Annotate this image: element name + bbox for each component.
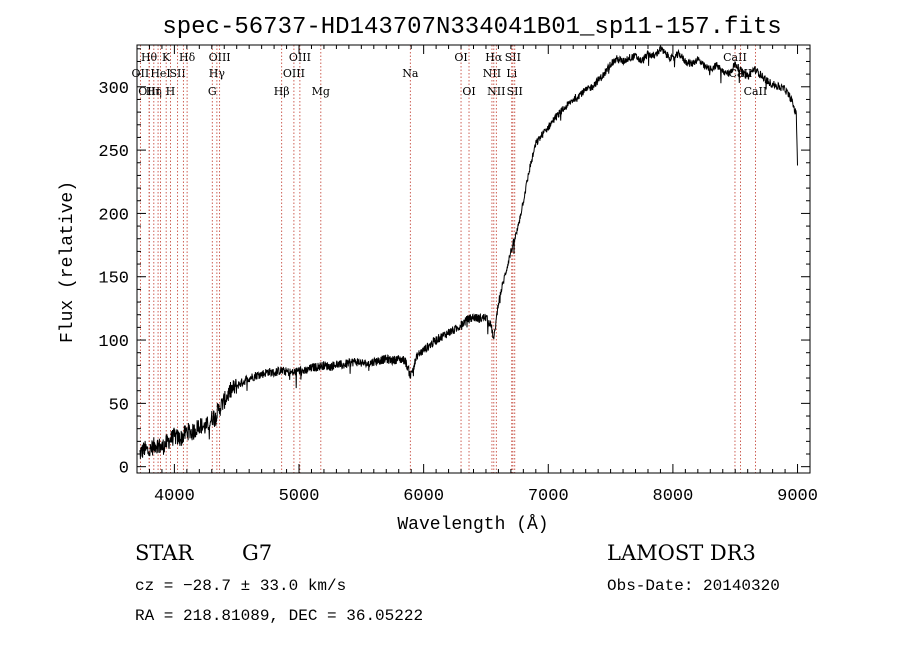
spectrum-line [139, 46, 798, 459]
line-label: Hα [485, 51, 503, 64]
y-tick-label: 100 [98, 333, 129, 352]
line-label: Hη [146, 85, 162, 98]
x-tick-label: 6000 [403, 487, 444, 506]
line-label: CaII [723, 51, 747, 64]
spectrum-series [139, 46, 798, 459]
x-tick-label: 5000 [279, 487, 320, 506]
y-tick-label: 0 [119, 460, 129, 479]
emission-line-markers: OIIHθOIIIHηHeIKHSIIHδGHγOIIIHβOIIIOIIIMg… [132, 45, 768, 473]
line-label: SII [170, 67, 186, 80]
line-label: CaII [744, 85, 768, 98]
coordinates-text: RA = 218.81089, DEC = 36.05222 [135, 607, 423, 625]
line-label: OIII [209, 51, 231, 64]
chart-title: spec-56737-HD143707N334041B01_sp11-157.f… [162, 14, 781, 41]
line-label: Na [402, 67, 419, 80]
line-label: Li [506, 67, 517, 80]
line-label: OII [132, 67, 150, 80]
redshift-text: cz = −28.7 ± 33.0 km/s [135, 577, 346, 595]
line-label: HeI [150, 67, 170, 80]
y-tick-label: 300 [98, 80, 129, 99]
y-tick-label: 50 [109, 396, 129, 415]
line-label: SII [507, 85, 523, 98]
line-label: OI [462, 85, 475, 98]
y-axis-label: Flux (relative) [58, 181, 78, 343]
line-label: Hγ [209, 67, 226, 80]
line-label: NII [487, 85, 505, 98]
x-axis: 4000 5000 6000 7000 8000 9000 [136, 45, 818, 506]
y-tick-label: 150 [98, 270, 129, 289]
object-class: STAR [135, 541, 194, 565]
y-tick-label: 200 [98, 206, 129, 225]
line-label: OIII [289, 51, 311, 64]
y-tick-label: 250 [98, 143, 129, 162]
plot-frame [136, 44, 811, 474]
line-label: Hβ [274, 85, 290, 98]
line-label: OIII [283, 67, 305, 80]
line-label: SII [505, 51, 521, 64]
x-tick-label: 7000 [528, 487, 569, 506]
line-label: Hδ [179, 51, 196, 64]
x-axis-label: Wavelength (Å) [397, 514, 548, 535]
obs-date-text: Obs-Date: 20140320 [607, 577, 780, 595]
object-subclass: G7 [242, 541, 272, 565]
line-label: H [166, 85, 176, 98]
x-tick-label: 9000 [777, 487, 818, 506]
line-label: OI [454, 51, 467, 64]
x-tick-label: 8000 [653, 487, 694, 506]
survey-label: LAMOST DR3 [607, 541, 756, 565]
x-tick-label: 4000 [154, 487, 195, 506]
y-axis: 0 50 100 150 200 250 300 [98, 48, 810, 479]
line-label: NII [483, 67, 501, 80]
line-label: OIII [138, 85, 160, 98]
line-label: K [162, 51, 171, 64]
line-label: Mg [312, 85, 330, 98]
line-label: Hθ [141, 51, 158, 64]
line-label: G [208, 85, 217, 98]
